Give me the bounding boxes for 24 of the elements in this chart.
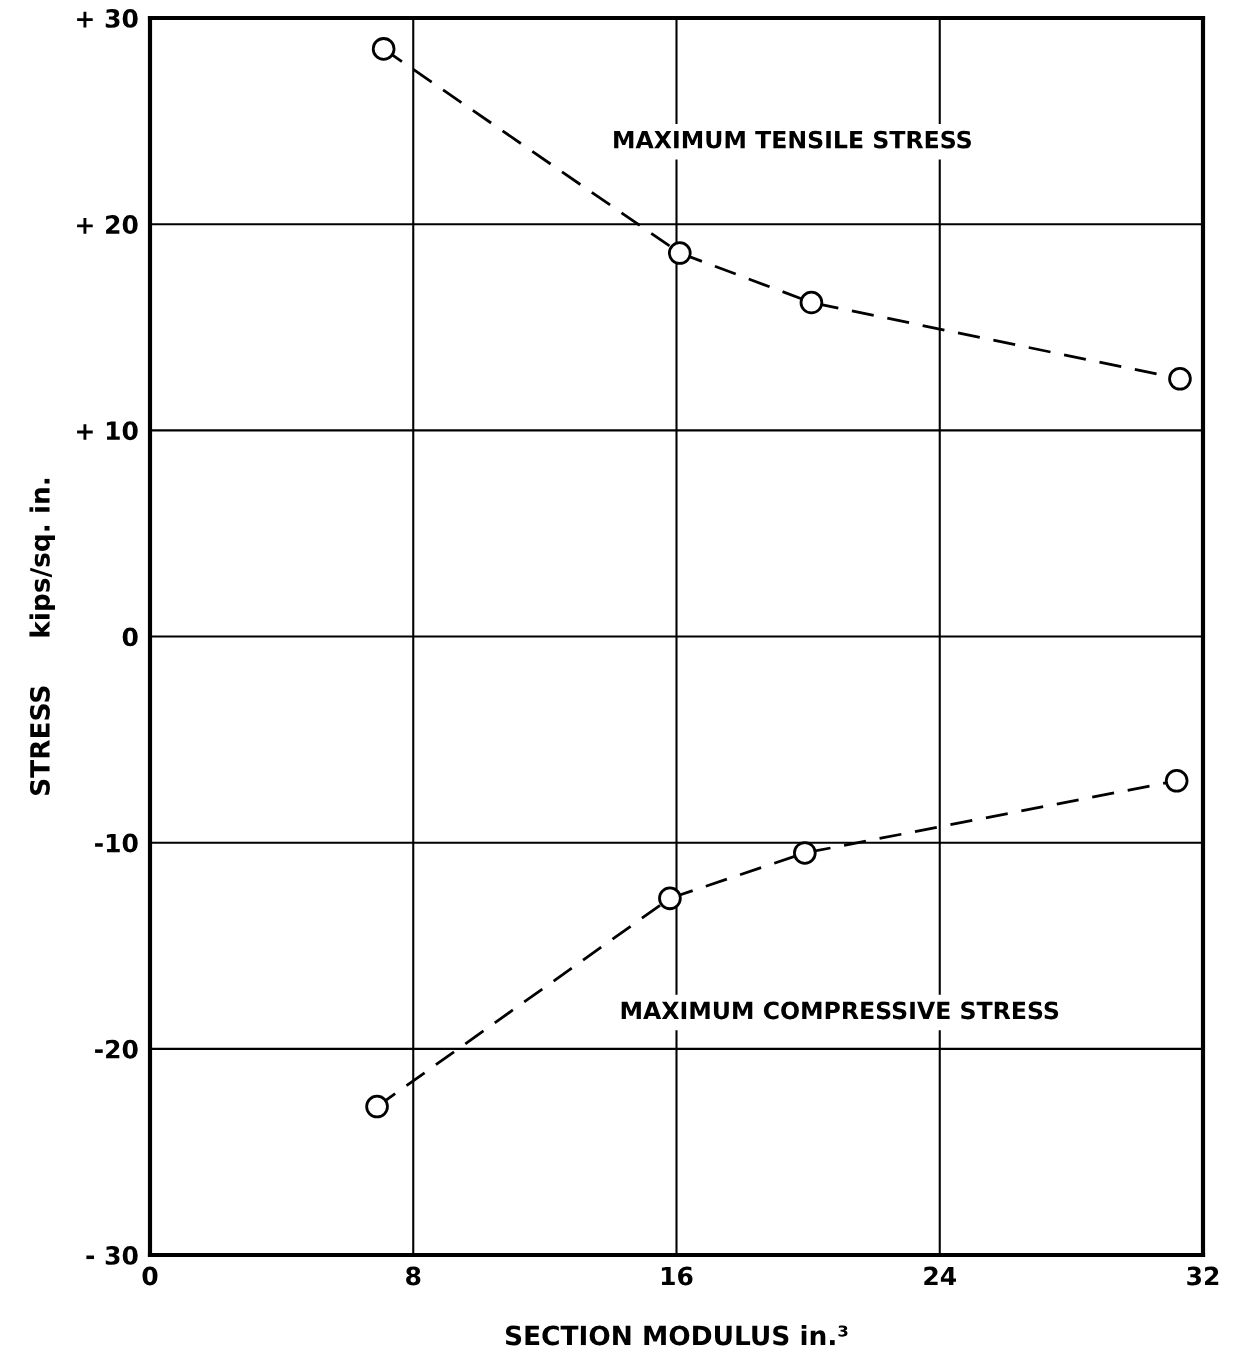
y-tick-label: -20 — [95, 1039, 138, 1059]
text: MAXIMUM COMPRESSIVE STRESS — [621, 1001, 1059, 1020]
point — [365, 1094, 389, 1119]
x-axis-title: SECTION MODULUS in.³ — [505, 1325, 848, 1346]
y-tick-label: + 10 — [77, 421, 138, 441]
x-tick-label: 0 — [142, 1266, 158, 1286]
x-tick-label: 32 — [1187, 1266, 1219, 1286]
y-tick-label: -10 — [95, 833, 138, 853]
point — [793, 841, 817, 865]
y-tick-label: + 30 — [77, 8, 138, 28]
point — [371, 37, 396, 61]
point — [799, 290, 824, 315]
point — [1164, 769, 1189, 793]
x-tick-label: 8 — [406, 1266, 421, 1286]
y-axis-title: STRESS kips/sq. in. — [29, 478, 55, 795]
y-tick-label: - 30 — [86, 1245, 138, 1265]
point — [667, 241, 692, 265]
y-tick-label: + 20 — [77, 215, 138, 235]
point — [658, 886, 682, 911]
y-tick-label: 0 — [122, 627, 138, 647]
point — [1168, 366, 1192, 391]
x-tick-label: 16 — [661, 1266, 693, 1286]
text: MAXIMUM TENSILE STRESS — [614, 130, 971, 149]
x-tick-label: 24 — [924, 1266, 956, 1286]
